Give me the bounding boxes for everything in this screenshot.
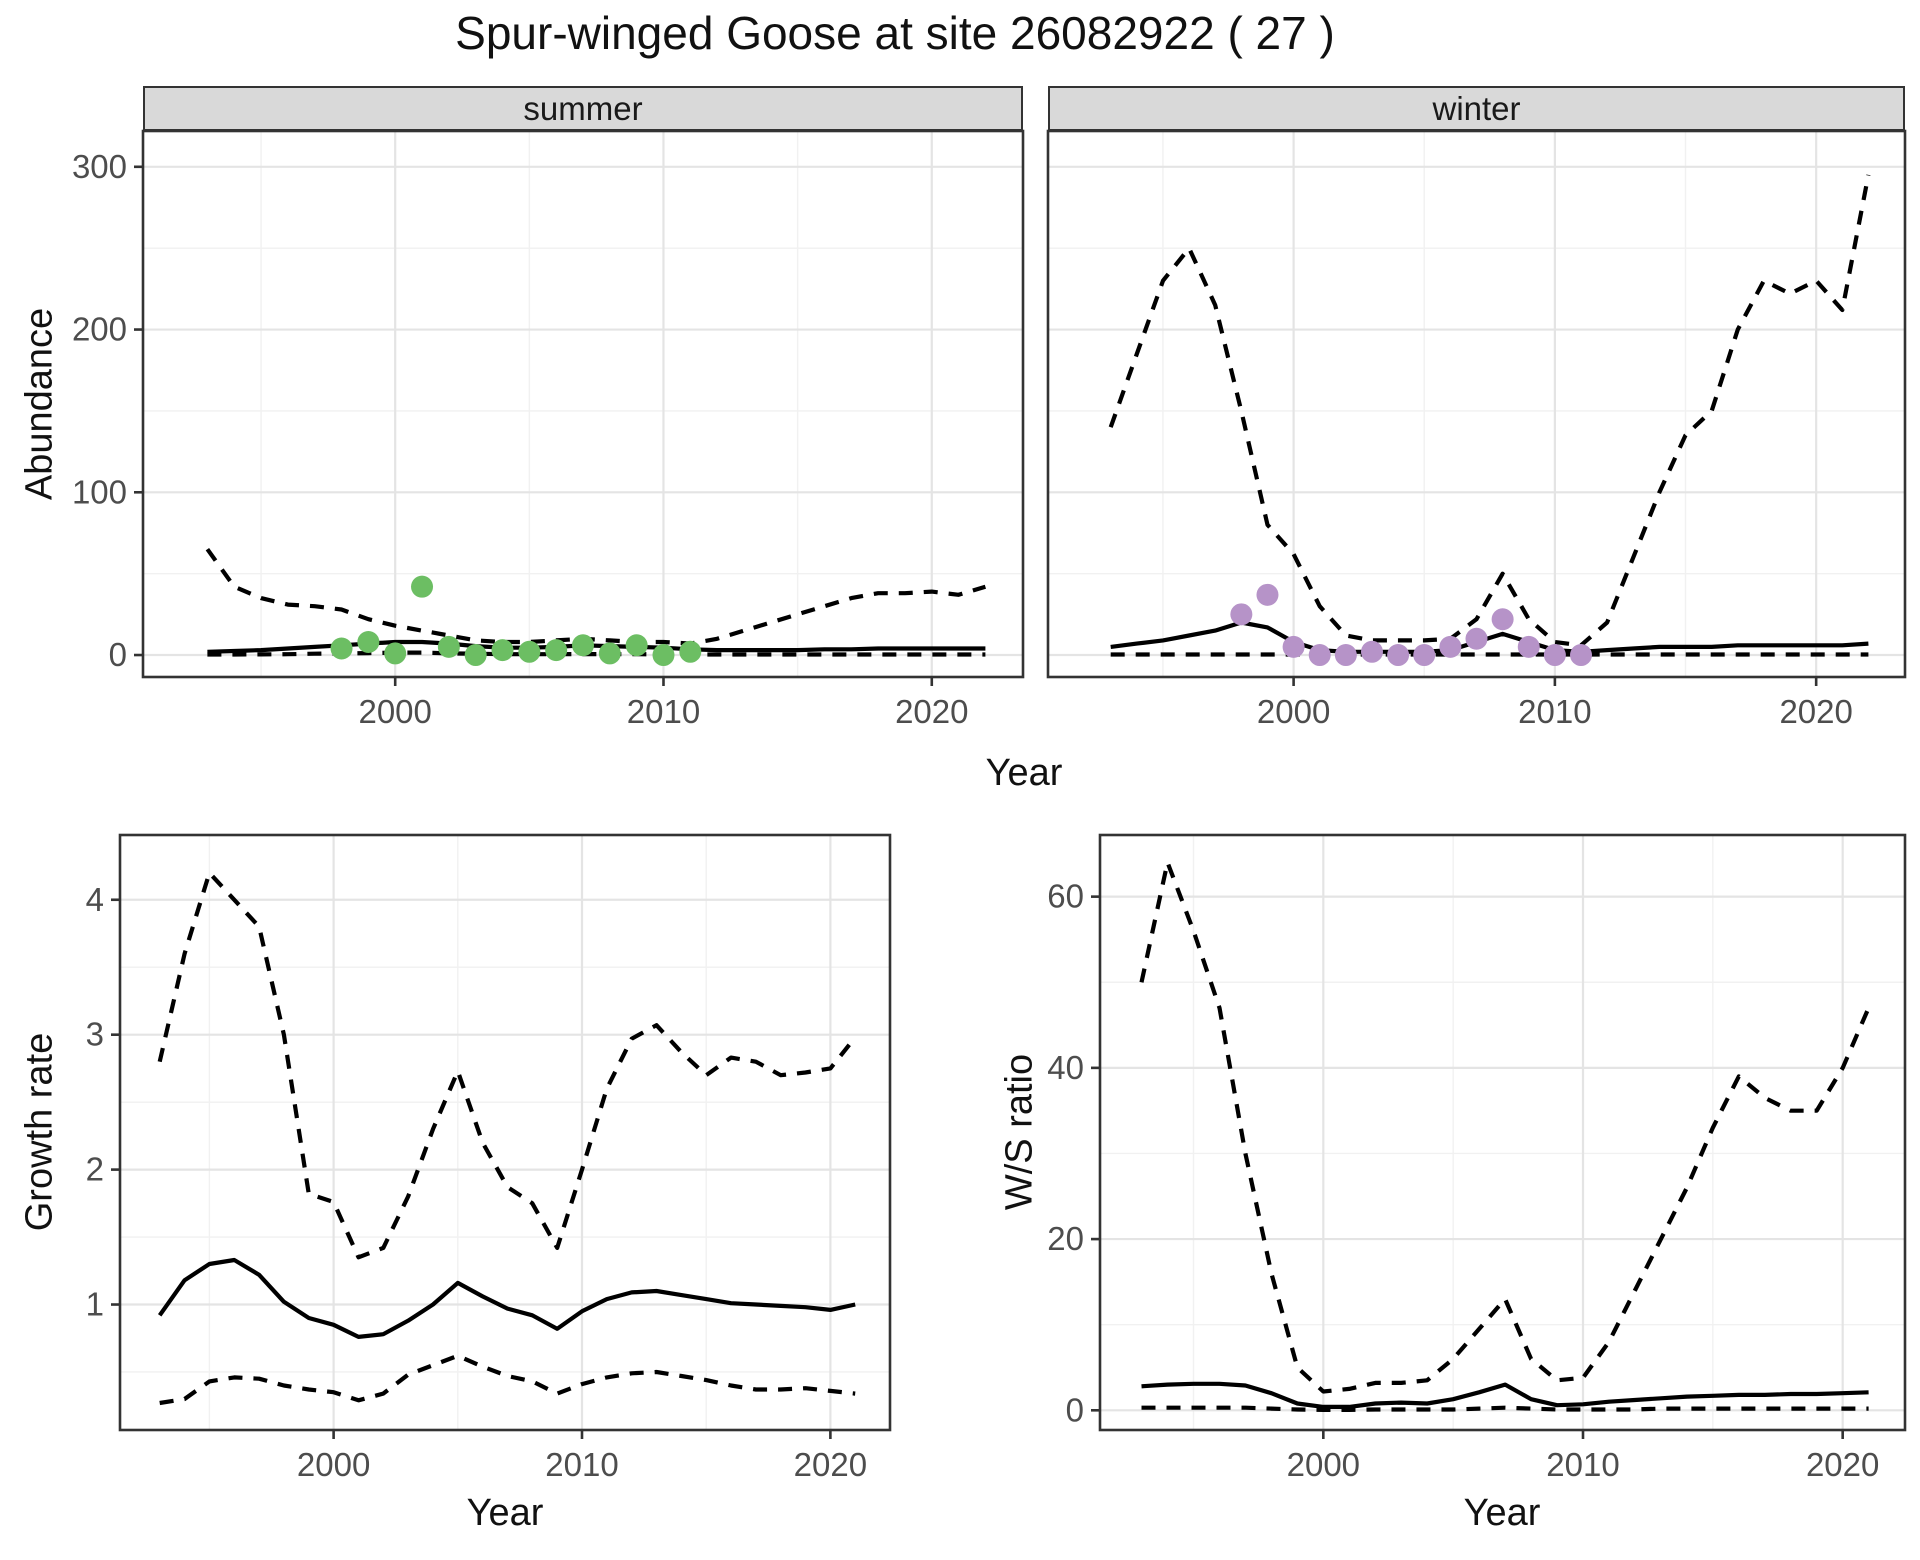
- series-upper_ci: [205, 547, 987, 646]
- panel-border: [1046, 129, 1907, 679]
- series-upper_ci: [157, 870, 857, 1260]
- observation-point: [1256, 583, 1279, 606]
- facet-strip-winter: winter: [1048, 86, 1905, 131]
- observation-point: [652, 644, 675, 667]
- y-tick-label: 3: [86, 1016, 104, 1053]
- observation-point: [464, 644, 487, 667]
- y-axis-title-ws-ratio: W/S ratio: [998, 1053, 1041, 1211]
- series-median: [157, 1257, 856, 1339]
- panel-border: [141, 129, 1025, 679]
- panel-background: [120, 835, 890, 1430]
- x-tick-label: 2000: [1287, 1446, 1360, 1483]
- series-lower_ci: [1141, 1405, 1869, 1412]
- x-axis-title-year-growth: Year: [466, 1492, 544, 1534]
- panel-growth-rate: 2000 2010 2020 1 2 3 4: [86, 833, 892, 1483]
- x-axis-title-year-top: Year: [985, 752, 1063, 794]
- observation-point: [1491, 608, 1514, 631]
- x-tick-label: 2020: [895, 693, 968, 730]
- observation-point: [1543, 644, 1566, 667]
- observation-point: [1439, 635, 1462, 658]
- observation-point: [1230, 603, 1253, 626]
- y-tick-label: 20: [1047, 1220, 1084, 1257]
- observation-point: [437, 635, 460, 658]
- series-lower_ci: [159, 1353, 856, 1406]
- panel-winter: 2000 2010 2020: [1046, 129, 1907, 730]
- y-axis-title-abundance: Abundance: [18, 307, 61, 501]
- observation-point: [625, 634, 648, 657]
- series-upper_ci: [1108, 174, 1871, 648]
- observation-point: [518, 640, 541, 663]
- observation-point: [1308, 644, 1331, 667]
- observation-point: [598, 642, 621, 665]
- y-tick-label: 100: [72, 473, 127, 510]
- x-tick-label: 2000: [358, 693, 431, 730]
- observation-point: [572, 634, 594, 657]
- y-tick-label: 0: [1066, 1391, 1084, 1428]
- panel-background: [1100, 835, 1905, 1430]
- observation-point: [545, 639, 568, 662]
- y-tick-label: 40: [1047, 1049, 1084, 1086]
- y-tick-label: 1: [86, 1286, 104, 1323]
- x-tick-label: 2010: [627, 693, 700, 730]
- observation-point: [411, 575, 434, 598]
- panel-background: [143, 131, 1023, 677]
- panel-summer: 2000 2010 2020 0 100 200 300: [72, 129, 1025, 730]
- series-upper_ci: [1139, 860, 1871, 1394]
- x-tick-label: 2000: [297, 1446, 370, 1483]
- x-tick-label: 2020: [1806, 1446, 1879, 1483]
- y-tick-label: 300: [72, 148, 127, 185]
- y-tick-label: 0: [109, 636, 127, 673]
- observation-point: [1334, 644, 1357, 667]
- observation-point: [1387, 644, 1410, 667]
- chart-title: Spur-winged Goose at site 26082922 ( 27 …: [455, 7, 1335, 59]
- y-tick-label: 200: [72, 311, 127, 348]
- y-tick-label: 2: [86, 1151, 104, 1188]
- x-tick-label: 2020: [794, 1446, 867, 1483]
- y-tick-label: 60: [1047, 878, 1084, 915]
- observation-point: [1465, 627, 1488, 650]
- x-tick-label: 2010: [1546, 1446, 1619, 1483]
- x-tick-label: 2010: [545, 1446, 618, 1483]
- observation-point: [357, 631, 380, 654]
- observation-point: [1282, 635, 1305, 658]
- x-tick-label: 2020: [1779, 693, 1852, 730]
- x-axis-title-year-ws: Year: [1463, 1492, 1541, 1534]
- x-tick-label: 2010: [1518, 693, 1591, 730]
- observation-point: [1570, 644, 1593, 667]
- observation-point: [384, 642, 407, 665]
- panel-background: [1048, 131, 1905, 677]
- observation-point: [1517, 635, 1540, 658]
- observation-point: [679, 640, 702, 663]
- facet-label-summer: summer: [523, 89, 643, 127]
- facet-strip-summer: summer: [143, 86, 1023, 131]
- observation-point: [1360, 640, 1383, 663]
- series-median: [1141, 1381, 1869, 1409]
- observation-point: [330, 637, 353, 660]
- facet-label-winter: winter: [1432, 89, 1521, 127]
- observation-point: [1413, 644, 1436, 667]
- y-tick-label: 4: [86, 881, 104, 918]
- panel-border: [1098, 833, 1907, 1432]
- observation-point: [491, 639, 514, 662]
- y-axis-title-growth-rate: Growth rate: [18, 1032, 61, 1232]
- panel-border: [118, 833, 892, 1432]
- x-tick-label: 2000: [1257, 693, 1330, 730]
- panel-ws-ratio: 2000 2010 2020 0 20 40 60: [1047, 833, 1907, 1483]
